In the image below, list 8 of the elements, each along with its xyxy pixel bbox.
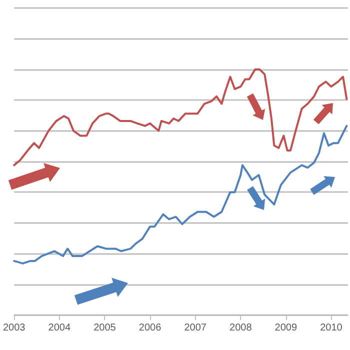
x-tick-label: 2008 (230, 322, 252, 334)
x-tick-label: 2003 (3, 322, 26, 334)
x-tick-label: 2010 (320, 322, 343, 334)
x-tick-label: 2004 (48, 322, 71, 334)
x-tick-label: 2009 (274, 322, 298, 334)
x-tick-label: 2006 (138, 322, 162, 334)
x-tick-label: 2005 (94, 322, 116, 334)
x-tick-label: 2007 (184, 322, 207, 334)
